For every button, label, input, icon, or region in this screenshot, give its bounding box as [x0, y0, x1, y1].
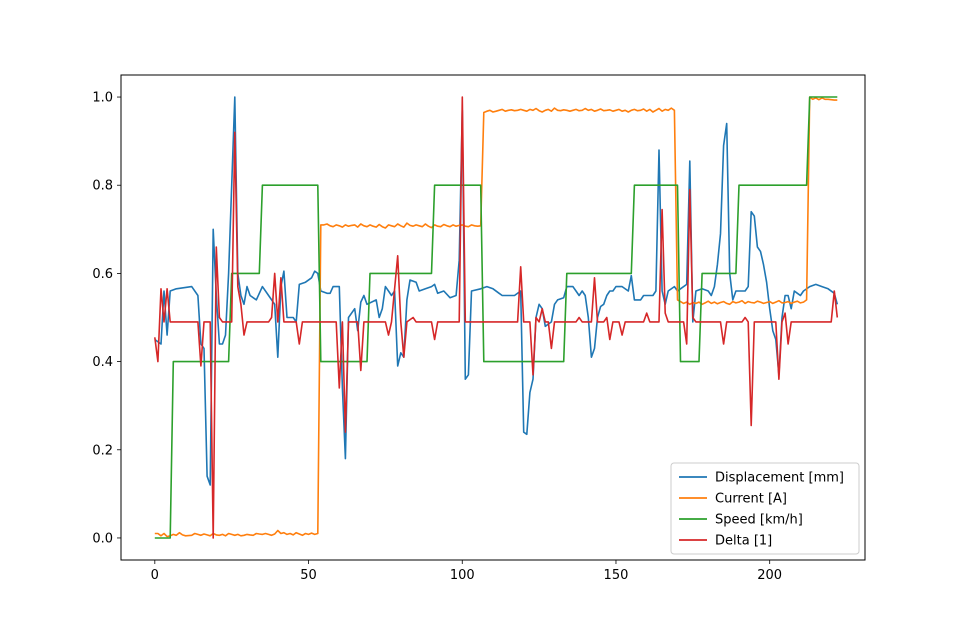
legend-label: Speed [km/h]: [715, 513, 803, 528]
y-tick-label: 0.8: [92, 179, 113, 194]
plot-area-frame: [120, 74, 866, 561]
y-axis: 0.0 0.2 0.4 0.6 0.8 1.0: [92, 91, 121, 546]
y-tick-label: 0.6: [92, 267, 113, 282]
series-lines: [154, 96, 839, 539]
y-tick-label: 0.4: [92, 355, 113, 370]
x-axis: 0 50 100 150 200: [151, 560, 782, 583]
x-tick-label: 150: [604, 568, 629, 583]
x-tick-label: 0: [151, 568, 159, 583]
legend-label: Delta [1]: [715, 534, 772, 549]
series-line-1: [154, 96, 839, 486]
y-tick-label: 1.0: [92, 91, 113, 106]
legend-box: [670, 462, 860, 555]
x-tick-label: 100: [450, 568, 475, 583]
x-tick-label: 200: [757, 568, 782, 583]
legend: Displacement [mm] Current [A] Speed [km/h]…: [670, 462, 860, 555]
y-tick-label: 0.2: [92, 443, 113, 458]
series-line-4: [154, 96, 839, 539]
x-tick-label: 50: [300, 568, 317, 583]
y-tick-label: 0.0: [92, 531, 113, 546]
legend-label: Current [A]: [715, 492, 787, 507]
series-line-2: [154, 96, 838, 538]
legend-label: Displacement [mm]: [715, 471, 844, 486]
series-line-3: [154, 96, 838, 539]
